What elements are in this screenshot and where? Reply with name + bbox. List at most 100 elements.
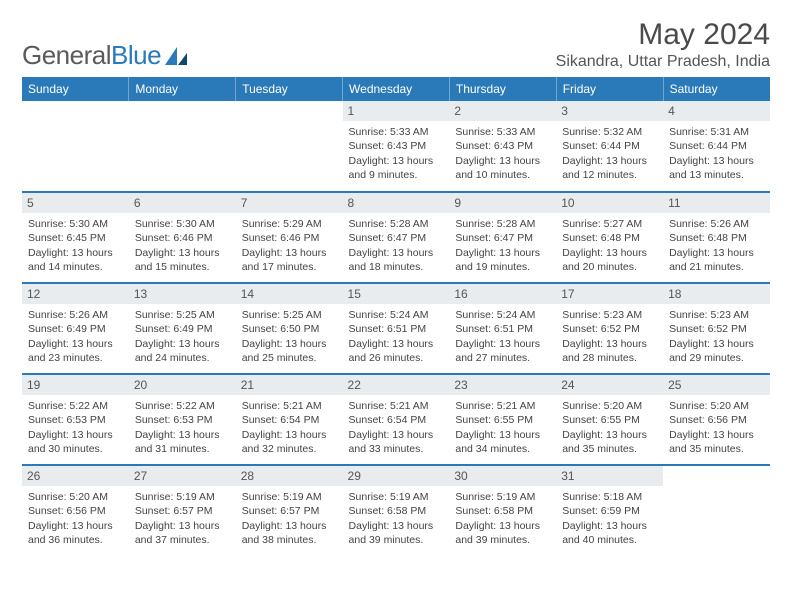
- calendar-row: 12 Sunrise: 5:26 AMSunset: 6:49 PMDayligh…: [22, 283, 770, 374]
- daylight-line: Daylight: 13 hours and 25 minutes.: [242, 337, 337, 365]
- day-number: 25: [663, 375, 770, 395]
- calendar-row: 26Sunrise: 5:20 AMSunset: 6:56 PMDayligh…: [22, 465, 770, 556]
- calendar-cell: 11Sunrise: 5:26 AMSunset: 6:48 PMDayligh…: [663, 192, 770, 283]
- day-number: 10: [556, 193, 663, 213]
- calendar-cell: 29 Sunrise: 5:19 AMSunset: 6:58 PMDayligh…: [343, 465, 450, 556]
- sunset-line: Sunset: 6:46 PM: [135, 231, 230, 245]
- sunset-line: Sunset: 6:51 PM: [455, 322, 550, 336]
- weekday-header: Sunday: [22, 77, 129, 101]
- daylight-line: Daylight: 13 hours and 35 minutes.: [669, 428, 764, 456]
- day-details: Sunrise: 5:28 AMSunset: 6:47 PMDaylight:…: [349, 217, 444, 274]
- calendar-cell: 12 Sunrise: 5:26 AMSunset: 6:49 PMDayligh…: [22, 283, 129, 374]
- sunrise-line: Sunrise: 5:18 AM: [562, 490, 657, 504]
- day-details: Sunrise: 5:21 AMSunset: 6:55 PMDaylight:…: [455, 399, 550, 456]
- sunset-line: Sunset: 6:46 PM: [242, 231, 337, 245]
- weekday-header: Monday: [129, 77, 236, 101]
- day-number: 12: [22, 284, 129, 304]
- day-details: Sunrise: 5:33 AMSunset: 6:43 PMDaylight:…: [349, 125, 444, 182]
- calendar-cell: [663, 465, 770, 556]
- day-number: 22: [343, 375, 450, 395]
- sunrise-line: Sunrise: 5:20 AM: [669, 399, 764, 413]
- day-details: Sunrise: 5:23 AMSunset: 6:52 PMDaylight:…: [562, 308, 657, 365]
- day-details: Sunrise: 5:18 AMSunset: 6:59 PMDaylight:…: [562, 490, 657, 547]
- daylight-line: Daylight: 13 hours and 13 minutes.: [669, 154, 764, 182]
- sunset-line: Sunset: 6:54 PM: [349, 413, 444, 427]
- brand-text: GeneralBlue: [22, 40, 161, 71]
- day-details: Sunrise: 5:23 AMSunset: 6:52 PMDaylight:…: [669, 308, 764, 365]
- daylight-line: Daylight: 13 hours and 17 minutes.: [242, 246, 337, 274]
- daylight-line: Daylight: 13 hours and 31 minutes.: [135, 428, 230, 456]
- calendar-cell: 16Sunrise: 5:24 AMSunset: 6:51 PMDayligh…: [449, 283, 556, 374]
- day-details: Sunrise: 5:25 AMSunset: 6:49 PMDaylight:…: [135, 308, 230, 365]
- sunset-line: Sunset: 6:50 PM: [242, 322, 337, 336]
- sunset-line: Sunset: 6:43 PM: [455, 139, 550, 153]
- day-details: Sunrise: 5:30 AMSunset: 6:46 PMDaylight:…: [135, 217, 230, 274]
- daylight-line: Daylight: 13 hours and 14 minutes.: [28, 246, 123, 274]
- day-number: 20: [129, 375, 236, 395]
- day-number: 29: [343, 466, 450, 486]
- calendar-head: SundayMondayTuesdayWednesdayThursdayFrid…: [22, 77, 770, 101]
- weekday-header: Saturday: [663, 77, 770, 101]
- day-details: Sunrise: 5:24 AMSunset: 6:51 PMDaylight:…: [349, 308, 444, 365]
- brand-logo: GeneralBlue: [22, 40, 189, 71]
- calendar-cell: 7Sunrise: 5:29 AMSunset: 6:46 PMDaylight…: [236, 192, 343, 283]
- day-details: Sunrise: 5:19 AMSunset: 6:58 PMDaylight:…: [349, 490, 444, 547]
- calendar-cell: 27Sunrise: 5:19 AMSunset: 6:57 PMDayligh…: [129, 465, 236, 556]
- day-details: Sunrise: 5:22 AMSunset: 6:53 PMDaylight:…: [28, 399, 123, 456]
- daylight-line: Daylight: 13 hours and 28 minutes.: [562, 337, 657, 365]
- sunrise-line: Sunrise: 5:23 AM: [669, 308, 764, 322]
- sunrise-line: Sunrise: 5:26 AM: [669, 217, 764, 231]
- calendar-cell: 28Sunrise: 5:19 AMSunset: 6:57 PMDayligh…: [236, 465, 343, 556]
- daylight-line: Daylight: 13 hours and 26 minutes.: [349, 337, 444, 365]
- sunset-line: Sunset: 6:53 PM: [135, 413, 230, 427]
- sunset-line: Sunset: 6:58 PM: [455, 504, 550, 518]
- daylight-line: Daylight: 13 hours and 35 minutes.: [562, 428, 657, 456]
- day-number: 17: [556, 284, 663, 304]
- day-number: 28: [236, 466, 343, 486]
- brand-part2: Blue: [111, 40, 161, 70]
- sunset-line: Sunset: 6:44 PM: [562, 139, 657, 153]
- day-number: 15: [343, 284, 450, 304]
- day-number: 21: [236, 375, 343, 395]
- daylight-line: Daylight: 13 hours and 38 minutes.: [242, 519, 337, 547]
- sunrise-line: Sunrise: 5:30 AM: [28, 217, 123, 231]
- day-details: Sunrise: 5:28 AMSunset: 6:47 PMDaylight:…: [455, 217, 550, 274]
- day-details: Sunrise: 5:26 AMSunset: 6:49 PMDaylight:…: [28, 308, 123, 365]
- sunset-line: Sunset: 6:43 PM: [349, 139, 444, 153]
- day-details: Sunrise: 5:22 AMSunset: 6:53 PMDaylight:…: [135, 399, 230, 456]
- day-details: Sunrise: 5:19 AMSunset: 6:58 PMDaylight:…: [455, 490, 550, 547]
- calendar-cell: 14 Sunrise: 5:25 AMSunset: 6:50 PMDayligh…: [236, 283, 343, 374]
- title-block: May 2024 Sikandra, Uttar Pradesh, India: [556, 18, 770, 71]
- sunset-line: Sunset: 6:55 PM: [562, 413, 657, 427]
- day-number: 19: [22, 375, 129, 395]
- sunset-line: Sunset: 6:59 PM: [562, 504, 657, 518]
- sunset-line: Sunset: 6:54 PM: [242, 413, 337, 427]
- daylight-line: Daylight: 13 hours and 39 minutes.: [349, 519, 444, 547]
- sunrise-line: Sunrise: 5:20 AM: [28, 490, 123, 504]
- day-number: 2: [449, 101, 556, 121]
- sunrise-line: Sunrise: 5:30 AM: [135, 217, 230, 231]
- sunset-line: Sunset: 6:58 PM: [349, 504, 444, 518]
- sunrise-line: Sunrise: 5:26 AM: [28, 308, 123, 322]
- sunrise-line: Sunrise: 5:23 AM: [562, 308, 657, 322]
- daylight-line: Daylight: 13 hours and 24 minutes.: [135, 337, 230, 365]
- sunset-line: Sunset: 6:44 PM: [669, 139, 764, 153]
- daylight-line: Daylight: 13 hours and 32 minutes.: [242, 428, 337, 456]
- calendar-cell: [22, 101, 129, 192]
- daylight-line: Daylight: 13 hours and 27 minutes.: [455, 337, 550, 365]
- calendar-cell: 8Sunrise: 5:28 AMSunset: 6:47 PMDaylight…: [343, 192, 450, 283]
- sunset-line: Sunset: 6:51 PM: [349, 322, 444, 336]
- day-number: 14: [236, 284, 343, 304]
- daylight-line: Daylight: 13 hours and 12 minutes.: [562, 154, 657, 182]
- sunset-line: Sunset: 6:48 PM: [669, 231, 764, 245]
- sunrise-line: Sunrise: 5:19 AM: [242, 490, 337, 504]
- daylight-line: Daylight: 13 hours and 40 minutes.: [562, 519, 657, 547]
- daylight-line: Daylight: 13 hours and 19 minutes.: [455, 246, 550, 274]
- daylight-line: Daylight: 13 hours and 30 minutes.: [28, 428, 123, 456]
- calendar-cell: 18Sunrise: 5:23 AMSunset: 6:52 PMDayligh…: [663, 283, 770, 374]
- sunrise-line: Sunrise: 5:33 AM: [349, 125, 444, 139]
- daylight-line: Daylight: 13 hours and 37 minutes.: [135, 519, 230, 547]
- day-number: 6: [129, 193, 236, 213]
- calendar-cell: 2Sunrise: 5:33 AMSunset: 6:43 PMDaylight…: [449, 101, 556, 192]
- sunrise-line: Sunrise: 5:25 AM: [242, 308, 337, 322]
